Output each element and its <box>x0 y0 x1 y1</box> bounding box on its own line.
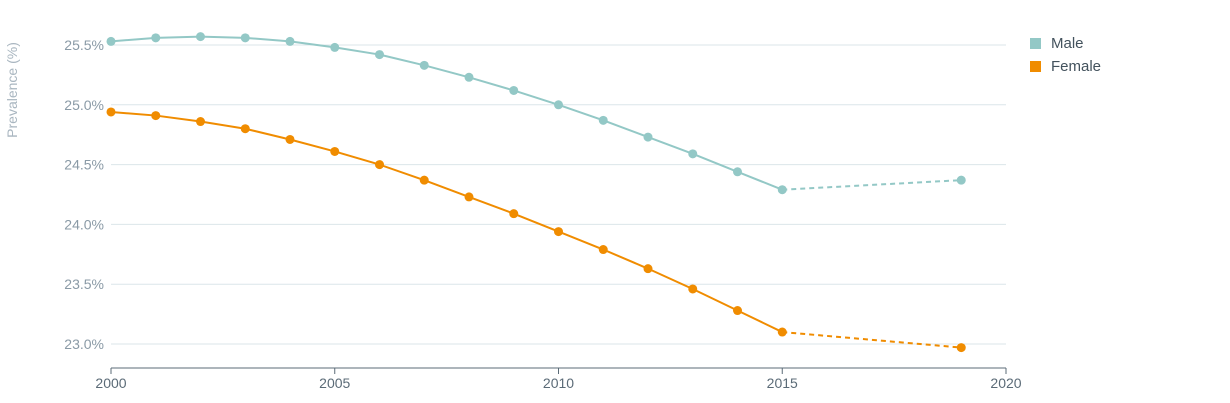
data-point-male-2008[interactable] <box>464 72 474 82</box>
data-point-male-2009[interactable] <box>509 85 519 95</box>
data-point-male-2002[interactable] <box>196 32 205 42</box>
y-axis-ticks: 23.0% 23.5% 24.0% 24.5% 25.0% 25.5% <box>64 37 104 352</box>
data-point-female-2007[interactable] <box>419 175 429 185</box>
data-point-female-2014[interactable] <box>733 306 742 316</box>
y-tick-label: 25.5% <box>64 37 104 53</box>
data-point-male-2019[interactable] <box>956 175 966 185</box>
data-point-male-2005[interactable] <box>330 42 340 52</box>
data-point-female-2006[interactable] <box>375 160 384 170</box>
x-tick-label: 2000 <box>95 375 126 391</box>
x-tick-label: 2015 <box>767 375 798 391</box>
data-point-female-2008[interactable] <box>464 192 474 202</box>
data-point-male-2004[interactable] <box>285 36 295 46</box>
legend: Male Female <box>1030 32 1101 78</box>
data-point-male-2006[interactable] <box>375 50 384 60</box>
legend-label-male: Male <box>1051 35 1084 52</box>
y-tick-label: 23.5% <box>64 276 104 292</box>
data-point-male-2014[interactable] <box>733 167 742 177</box>
data-point-female-2011[interactable] <box>598 245 608 255</box>
data-point-female-2004[interactable] <box>285 134 295 144</box>
legend-swatch-male <box>1030 38 1041 49</box>
data-point-female-2009[interactable] <box>509 209 519 219</box>
data-point-female-2012[interactable] <box>643 264 653 274</box>
series-line-male <box>110 35 783 191</box>
series-points <box>106 32 966 353</box>
data-point-male-2000[interactable] <box>106 36 116 46</box>
series-projection-male <box>782 179 962 191</box>
data-point-female-2001[interactable] <box>151 111 161 121</box>
x-tick-label: 2010 <box>543 375 574 391</box>
x-tick-label: 2005 <box>319 375 350 391</box>
y-tick-label: 25.0% <box>64 97 104 113</box>
gridlines <box>111 44 1006 345</box>
y-tick-label: 24.5% <box>64 157 104 173</box>
data-point-female-2000[interactable] <box>106 107 116 117</box>
x-tick-label: 2020 <box>990 375 1021 391</box>
legend-item-male[interactable]: Male <box>1030 32 1101 55</box>
data-point-male-2011[interactable] <box>598 115 608 125</box>
legend-swatch-female <box>1030 61 1041 72</box>
series-projection-female <box>782 331 962 349</box>
data-point-female-2010[interactable] <box>554 227 563 237</box>
series-line-female <box>110 110 783 333</box>
data-point-female-2002[interactable] <box>196 117 205 127</box>
data-point-female-2013[interactable] <box>688 284 698 294</box>
x-axis-ticks: 2000 2005 2010 2015 2020 <box>95 368 1022 391</box>
data-point-female-2003[interactable] <box>240 124 250 134</box>
data-point-female-2019[interactable] <box>956 343 966 353</box>
series-lines <box>110 35 962 349</box>
data-point-male-2001[interactable] <box>151 33 161 43</box>
y-axis-label: Prevalence (%) <box>4 42 20 138</box>
y-tick-label: 24.0% <box>64 216 104 232</box>
data-point-female-2015[interactable] <box>777 327 787 337</box>
data-point-male-2015[interactable] <box>777 185 787 195</box>
legend-item-female[interactable]: Female <box>1030 55 1101 78</box>
data-point-male-2013[interactable] <box>688 149 698 159</box>
data-point-male-2007[interactable] <box>419 60 429 70</box>
data-point-male-2010[interactable] <box>554 100 563 110</box>
data-point-male-2003[interactable] <box>240 33 250 43</box>
y-tick-label: 23.0% <box>64 336 104 352</box>
data-point-male-2012[interactable] <box>643 132 653 142</box>
data-point-female-2005[interactable] <box>330 146 340 156</box>
legend-label-female: Female <box>1051 58 1102 75</box>
